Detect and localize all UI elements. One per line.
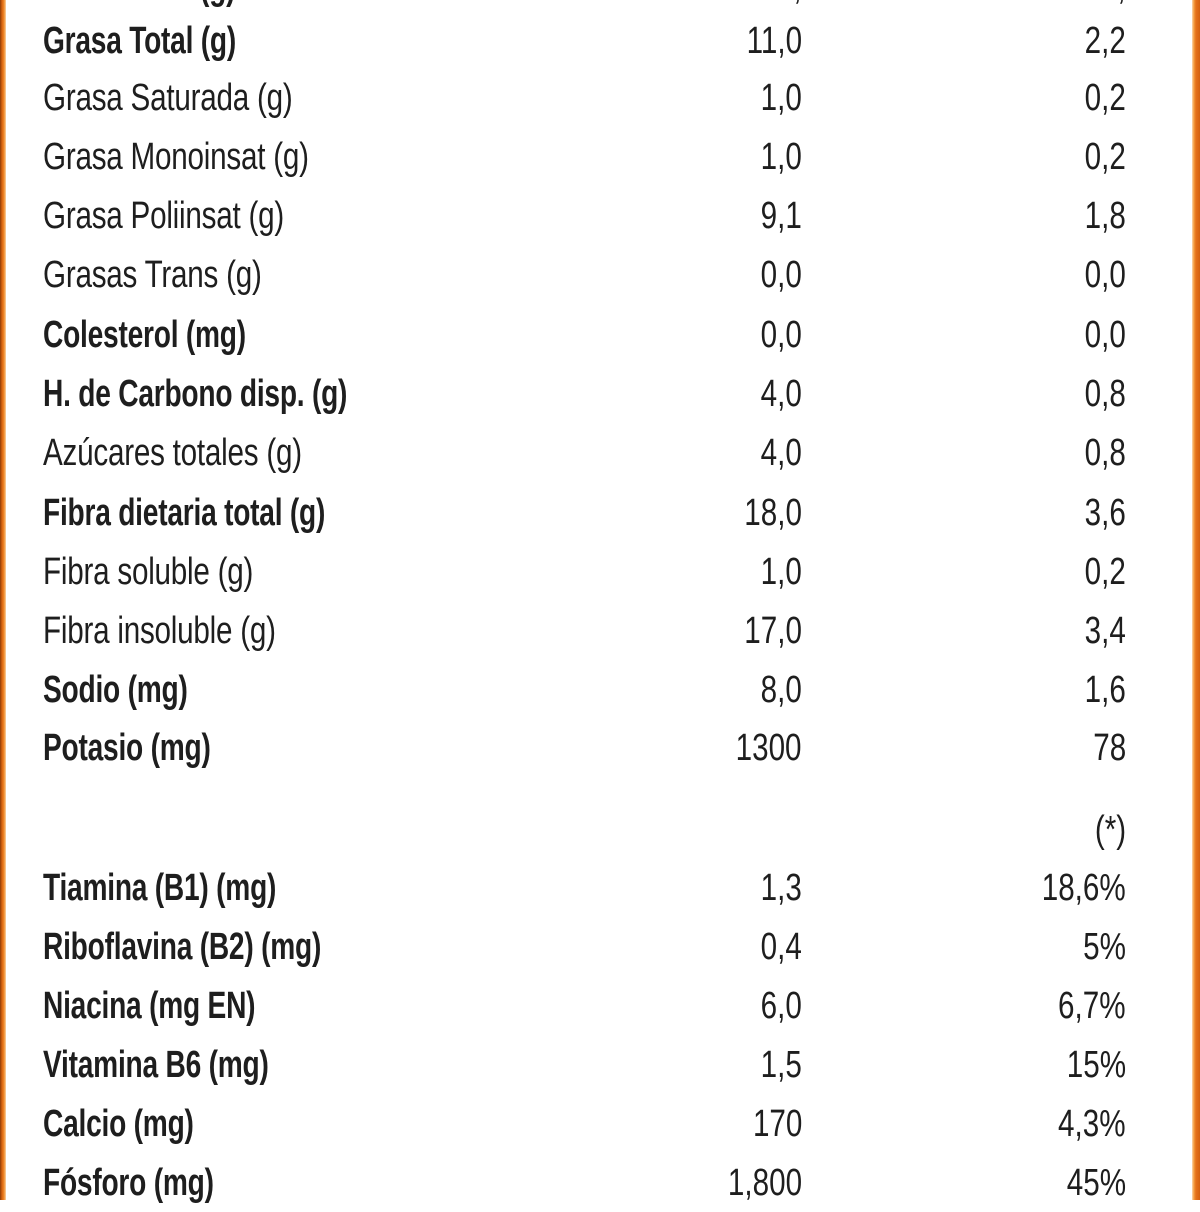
value-per-100: 1,5 [760, 1044, 802, 1086]
value-per-100: 4,0 [760, 432, 802, 474]
orange-border-right [1192, 0, 1200, 1200]
value-percent: 18,6% [1041, 867, 1126, 909]
value-per-portion: 0,0 [1084, 314, 1126, 356]
value-per-100: 9,1 [760, 195, 802, 237]
value-percent: 4,3% [1058, 1103, 1126, 1145]
vitamin-label: Vitamina B6 (mg) [43, 1044, 269, 1086]
nutrient-row-potasio: Potasio (mg) 1300 78 [0, 719, 1200, 777]
value-per-portion: 0,8 [1084, 432, 1126, 474]
nutrient-row-grasa-poliinsat: Grasa Poliinsat (g) 9,1 1,8 [0, 187, 1200, 245]
value-per-100: 1300 [736, 727, 802, 769]
nutrient-label: Fibra dietaria total (g) [43, 492, 326, 534]
nutrient-label: Grasa Monoinsat (g) [43, 136, 309, 178]
value-per-portion: 0,0 [1084, 254, 1126, 296]
value-per-portion: 3,6 [1084, 492, 1126, 534]
vitamin-label: Calcio (mg) [43, 1103, 194, 1145]
value-per-portion: 0,2 [1084, 77, 1126, 119]
value-per-portion: 0,2 [1084, 551, 1126, 593]
value-per-100: 0,4 [760, 926, 802, 968]
value-per-100: 11,0 [746, 20, 802, 62]
vitamins-footnote-marker: (*) [1094, 809, 1126, 851]
orange-border-left [0, 0, 6, 1200]
value-per-100: 18,0 [744, 492, 802, 534]
nutrient-row-grasa-total: Grasa Total (g) 11,0 2,2 [0, 12, 1200, 70]
value-per-portion: , [1118, 0, 1126, 16]
value-per-portion: 3,4 [1084, 610, 1126, 652]
nutrient-row-cut: (g) , , [0, 0, 1200, 16]
value-per-portion: 2,2 [1084, 20, 1126, 62]
vitamin-row-riboflavina: Riboflavina (B2) (mg) 0,4 5% [0, 918, 1200, 976]
value-per-portion: 1,6 [1084, 669, 1126, 711]
value-per-100: 1,0 [760, 77, 802, 119]
value-per-100: 17,0 [744, 610, 802, 652]
value-per-portion: 0,8 [1084, 373, 1126, 415]
value-per-100: 6,0 [760, 985, 802, 1027]
nutrient-label: Sodio (mg) [43, 669, 188, 711]
nutrient-label: Fibra soluble (g) [43, 551, 254, 593]
vitamin-row-calcio: Calcio (mg) 170 4,3% [0, 1095, 1200, 1153]
nutrient-row-carbohidratos: H. de Carbono disp. (g) 4,0 0,8 [0, 365, 1200, 423]
nutrient-row-fibra-total: Fibra dietaria total (g) 18,0 3,6 [0, 484, 1200, 542]
value-percent: 45% [1066, 1162, 1126, 1204]
nutrient-label: Potasio (mg) [43, 727, 211, 769]
vitamin-label: Tiamina (B1) (mg) [43, 867, 277, 909]
nutrient-row-sodio: Sodio (mg) 8,0 1,6 [0, 661, 1200, 719]
value-per-100: 1,0 [760, 551, 802, 593]
vitamin-row-fosforo: Fósforo (mg) 1,800 45% [0, 1154, 1200, 1212]
vitamin-row-vitamina-b6: Vitamina B6 (mg) 1,5 15% [0, 1036, 1200, 1094]
nutrient-row-grasas-trans: Grasas Trans (g) 0,0 0,0 [0, 246, 1200, 304]
nutrient-label: H. de Carbono disp. (g) [43, 373, 348, 415]
nutrient-label: Azúcares totales (g) [43, 432, 302, 474]
value-per-portion: 1,8 [1084, 195, 1126, 237]
vitamin-row-niacina: Niacina (mg EN) 6,0 6,7% [0, 977, 1200, 1035]
vitamin-label: Riboflavina (B2) (mg) [43, 926, 322, 968]
value-per-100: 0,0 [760, 314, 802, 356]
value-per-portion: 78 [1093, 727, 1126, 769]
nutrient-label: Grasas Trans (g) [43, 254, 262, 296]
value-per-100: 0,0 [760, 254, 802, 296]
value-percent: 6,7% [1058, 985, 1126, 1027]
nutrient-row-colesterol: Colesterol (mg) 0,0 0,0 [0, 306, 1200, 364]
nutrient-row-azucares: Azúcares totales (g) 4,0 0,8 [0, 424, 1200, 482]
value-per-100: 1,0 [760, 136, 802, 178]
nutrient-label: (g) [200, 0, 235, 16]
nutrient-row-fibra-insoluble: Fibra insoluble (g) 17,0 3,4 [0, 602, 1200, 660]
nutrient-label: Grasa Saturada (g) [43, 77, 293, 119]
vitamin-row-tiamina: Tiamina (B1) (mg) 1,3 18,6% [0, 859, 1200, 917]
value-per-portion: 0,2 [1084, 136, 1126, 178]
value-per-100: 4,0 [760, 373, 802, 415]
value-per-100: 8,0 [760, 669, 802, 711]
value-per-100: , [794, 0, 802, 16]
nutrient-label: Fibra insoluble (g) [43, 610, 276, 652]
value-percent: 5% [1083, 926, 1126, 968]
nutrient-label: Colesterol (mg) [43, 314, 246, 356]
nutrient-label: Grasa Poliinsat (g) [43, 195, 285, 237]
value-per-100: 1,800 [727, 1162, 802, 1204]
value-per-100: 1,3 [760, 867, 802, 909]
vitamin-label: Fósforo (mg) [43, 1162, 214, 1204]
vitamin-label: Niacina (mg EN) [43, 985, 256, 1027]
nutrient-label: Grasa Total (g) [43, 20, 237, 62]
nutrient-row-fibra-soluble: Fibra soluble (g) 1,0 0,2 [0, 543, 1200, 601]
nutrient-row-grasa-monoinsat: Grasa Monoinsat (g) 1,0 0,2 [0, 128, 1200, 186]
nutrient-row-grasa-saturada: Grasa Saturada (g) 1,0 0,2 [0, 69, 1200, 127]
value-per-100: 170 [752, 1103, 802, 1145]
value-percent: 15% [1066, 1044, 1126, 1086]
